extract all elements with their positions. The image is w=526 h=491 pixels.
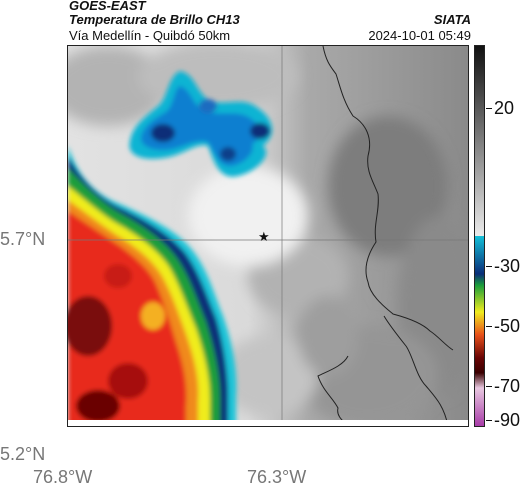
colorbar-tick — [486, 420, 492, 421]
brightness-temperature-image — [68, 46, 468, 426]
colorbar-tick — [486, 386, 492, 387]
lon-label-left: 76.8°W — [33, 467, 93, 487]
satellite-name: GOES-EAST — [69, 0, 146, 13]
colorbar-tick — [486, 108, 492, 109]
colorbar-tick — [486, 326, 492, 327]
satellite-map: ★ — [67, 45, 469, 427]
cold-cloud-system-west — [68, 146, 237, 426]
lat-label-top: 5.7°N — [0, 229, 46, 249]
cold-cloud-cluster-north — [129, 71, 273, 177]
colorbar-label-minus70: -70 — [494, 376, 521, 396]
colorbar-tick — [486, 266, 492, 267]
organization-label: SIATA — [433, 12, 471, 27]
route-subtitle: Vía Medellín - Quibdó 50km — [69, 28, 231, 43]
timestamp: 2024-10-01 05:49 — [368, 28, 471, 43]
colorbar-label-minus50: -50 — [494, 316, 521, 336]
route-marker-star: ★ — [258, 229, 270, 244]
no-data-strip — [68, 420, 468, 426]
colorbar-gradient — [475, 46, 484, 426]
colorbar-label-minus30: -30 — [494, 256, 521, 276]
colorbar-label-20: 20 — [494, 98, 515, 118]
lon-label-right: 76.3°W — [247, 467, 307, 487]
product-title: Temperatura de Brillo CH13 — [69, 12, 240, 27]
lat-label-bottom: 5.2°N — [0, 444, 46, 464]
colorbar-label-minus90: -90 — [494, 410, 521, 430]
colorbar — [474, 45, 485, 427]
department-border — [317, 46, 454, 426]
